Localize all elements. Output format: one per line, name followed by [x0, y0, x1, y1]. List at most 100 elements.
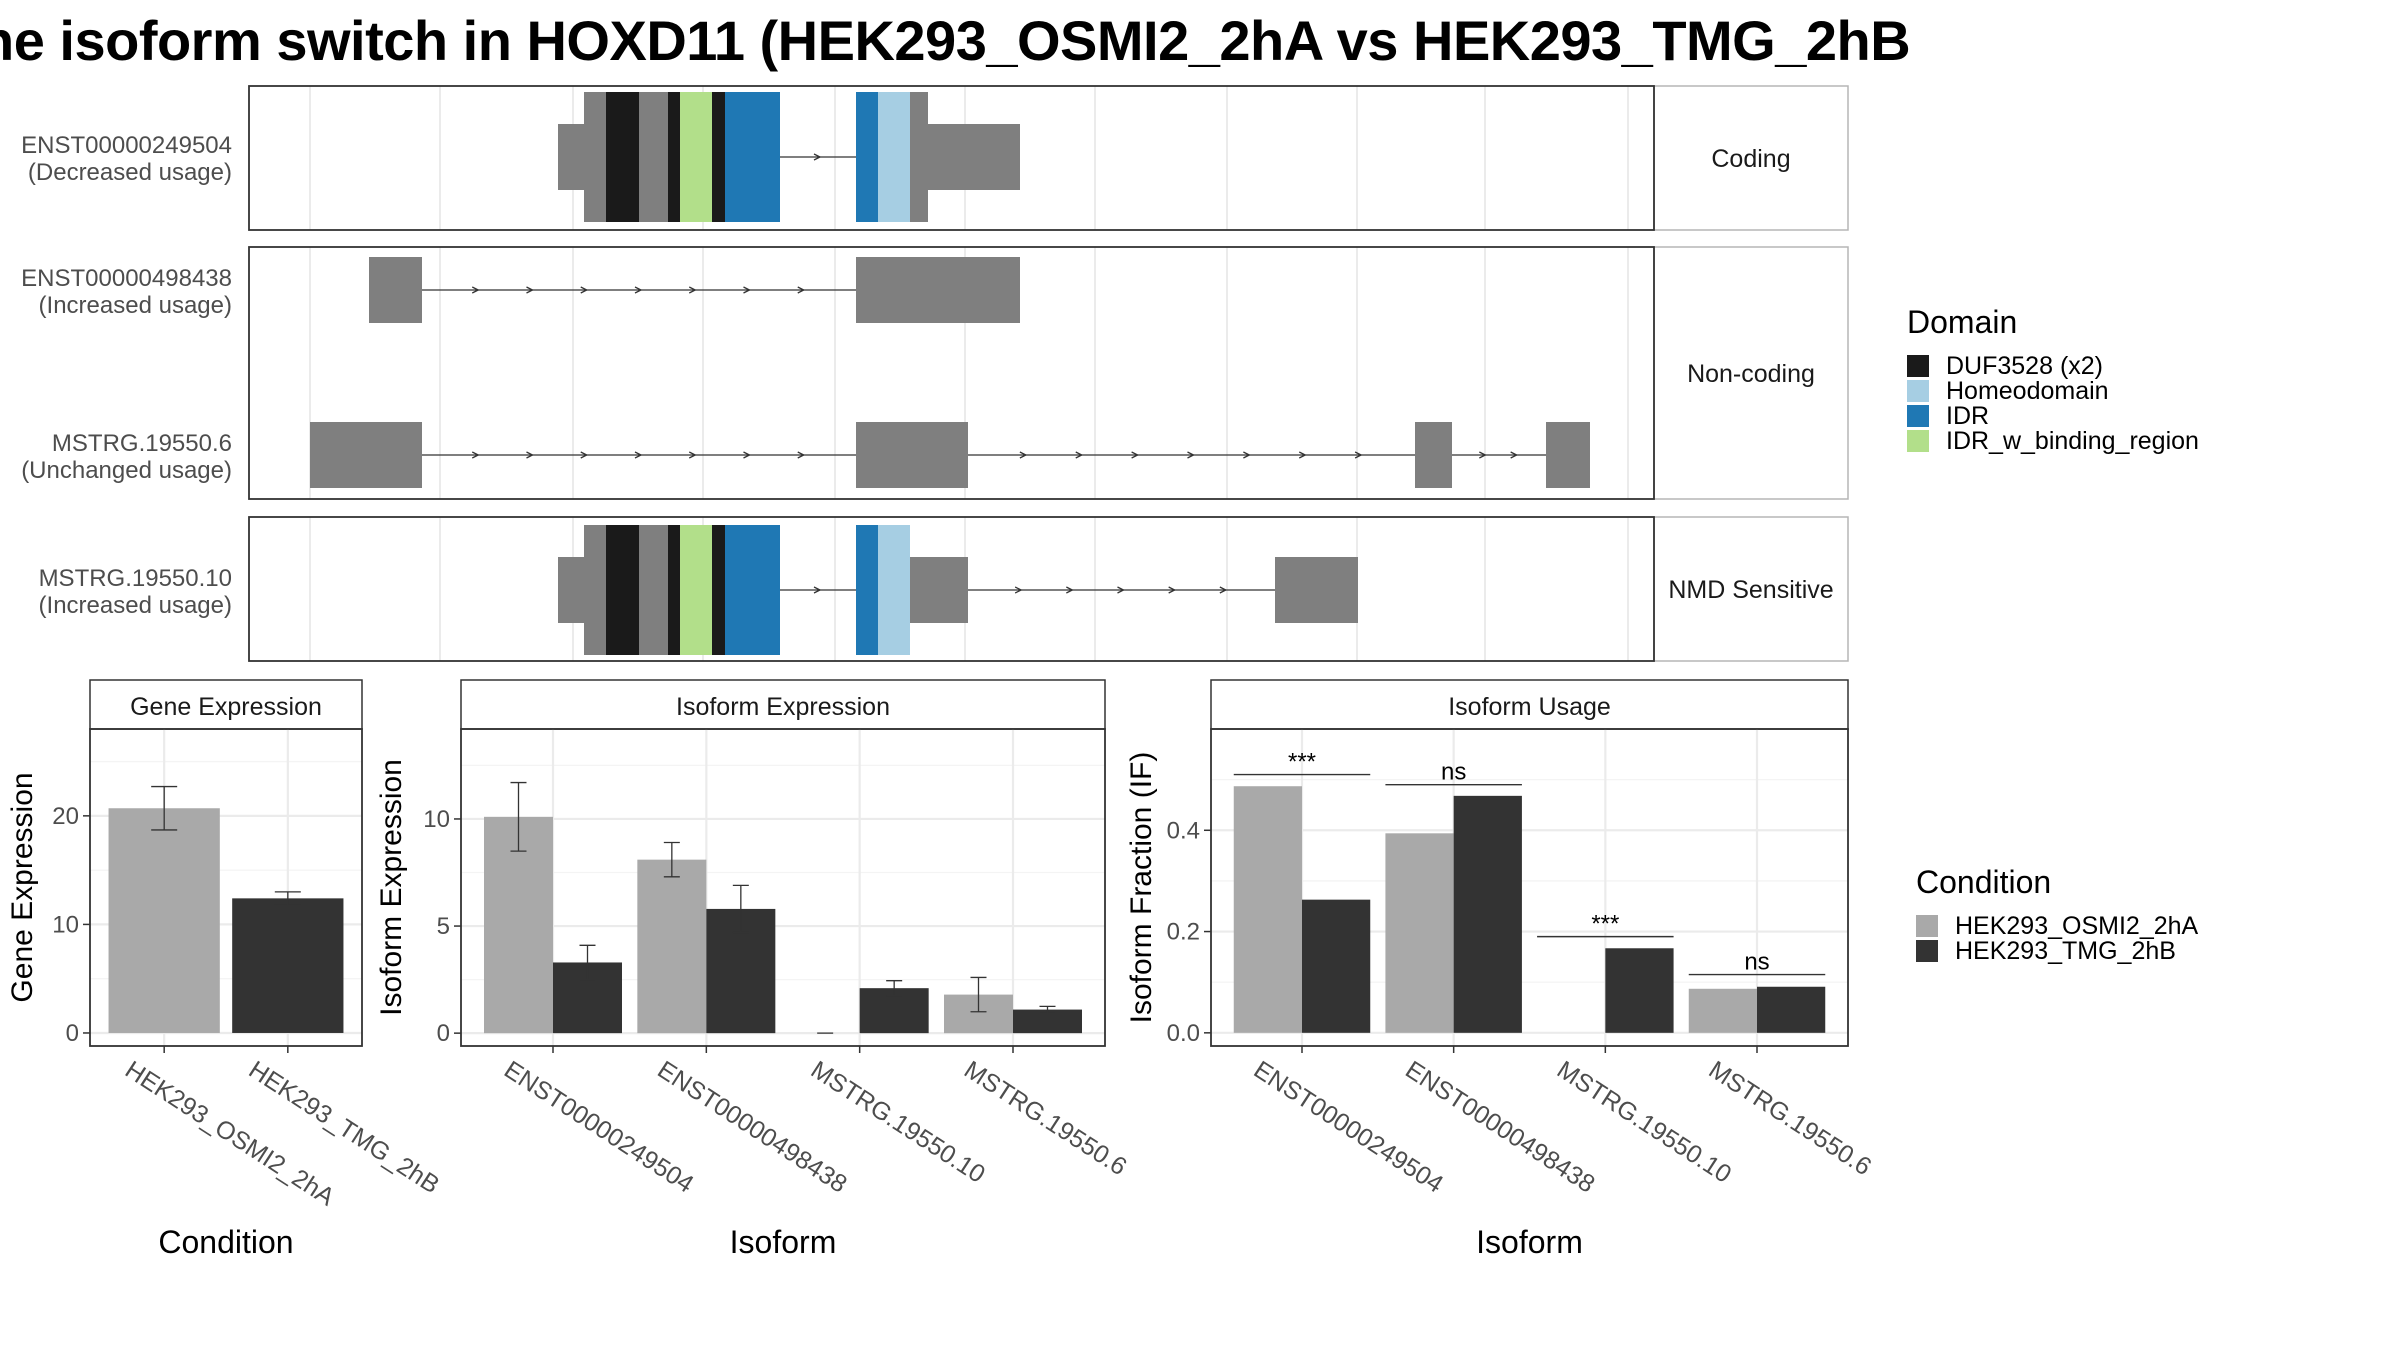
- significance-label: ns: [1441, 759, 1466, 786]
- transcript-row: ENST00000249504(Decreased usage): [21, 92, 1020, 222]
- chart-title: Gene Expression: [130, 693, 322, 721]
- legend-title: Domain: [1907, 304, 2017, 340]
- intron-arrow-icon: [1117, 586, 1125, 594]
- bar: [1233, 786, 1302, 1033]
- legend-label: HEK293_TMG_2hB: [1955, 937, 2176, 965]
- intron-arrow-icon: [743, 451, 751, 459]
- exon: [856, 257, 1020, 323]
- intron-arrow-icon: [1479, 451, 1487, 459]
- exon: [584, 92, 606, 222]
- intron-arrow-icon: [797, 451, 806, 459]
- y-tick-label: 0: [437, 1020, 450, 1047]
- legend-label: IDR_w_binding_region: [1946, 427, 2199, 455]
- facet-strip: [1653, 516, 1849, 662]
- bar: [232, 898, 344, 1033]
- exon: [310, 422, 422, 488]
- transcript-row: MSTRG.19550.10(Increased usage): [39, 525, 1358, 655]
- error-bar: [151, 785, 178, 831]
- facet-strip: [1653, 85, 1849, 231]
- domain-idr-w-binding-region: [680, 92, 712, 222]
- transcript-panel-2: NMD Sensitive MSTRG.19550.10(Increased us…: [39, 516, 1849, 662]
- intron-arrow-icon: [1014, 586, 1023, 594]
- intron-arrow-icon: [813, 153, 822, 161]
- bar: [108, 808, 220, 1033]
- intron-arrow-icon: [471, 286, 480, 294]
- panel-border: [1210, 728, 1849, 1047]
- bar: [1757, 986, 1826, 1033]
- domain-homeodomain: [878, 525, 910, 655]
- legend-swatch: [1907, 430, 1929, 452]
- x-tick-label: HEK293_OSMI2_2hA: [120, 1056, 339, 1212]
- legend-title: Condition: [1916, 864, 2051, 900]
- exon: [910, 92, 928, 222]
- transcript-panel-0: Coding ENST00000249504(Decreased usage): [21, 85, 1849, 231]
- error-bar: [886, 980, 903, 997]
- chart-strip: [1210, 679, 1849, 730]
- intron-arrow-icon: [1131, 451, 1140, 459]
- y-axis-title: Isoform Fraction (IF): [1125, 752, 1158, 1024]
- bar: [1453, 795, 1522, 1033]
- domain-homeodomain: [878, 92, 910, 222]
- transcript-usage: (Decreased usage): [28, 159, 232, 186]
- significance-label: ns: [1744, 949, 1769, 976]
- facet-strip: [1653, 246, 1849, 500]
- y-axis-title: Gene Expression: [6, 772, 39, 1002]
- domain-duf3528-x2-: [606, 92, 639, 222]
- domain-duf3528-x2-: [606, 525, 639, 655]
- domain-duf3528-x2-: [668, 525, 680, 655]
- transcript-panel-1: Non-coding ENST00000498438(Increased usag…: [21, 246, 1849, 500]
- bar: [1013, 1009, 1082, 1034]
- panel-border: [89, 728, 363, 1047]
- error-bar: [732, 884, 749, 934]
- bar-chart-2: Isoform UsageENST00000249504ENST00000498…: [1125, 679, 1876, 1260]
- intron-arrow-icon: [1510, 451, 1519, 459]
- domain-idr: [856, 92, 878, 222]
- domain-legend: Domain DUF3528 (x2)HomeodomainIDRIDR_w_bi…: [1907, 304, 2199, 455]
- significance-label: ***: [1591, 911, 1619, 938]
- exon: [1415, 422, 1452, 488]
- legend-label: IDR: [1946, 402, 1989, 430]
- exon: [558, 557, 584, 623]
- intron-arrow-icon: [1075, 451, 1084, 459]
- figure-title: he isoform switch in HOXD11 (HEK293_OSMI…: [0, 9, 1911, 72]
- bar: [1302, 899, 1371, 1033]
- panel-border: [248, 246, 1655, 500]
- y-tick-label: 10: [52, 911, 79, 938]
- transcript-id: MSTRG.19550.10: [39, 565, 232, 592]
- transcript-id: ENST00000498438: [21, 265, 232, 292]
- error-bar: [1039, 1005, 1056, 1014]
- y-tick-label: 20: [52, 803, 79, 830]
- y-tick-label: 0.0: [1167, 1020, 1200, 1047]
- exon: [910, 557, 968, 623]
- facet-strip-label: NMD Sensitive: [1668, 576, 1833, 604]
- intron-arrow-icon: [797, 286, 806, 294]
- panel-border: [248, 516, 1655, 662]
- domain-idr: [725, 92, 780, 222]
- intron-arrow-icon: [634, 451, 643, 459]
- y-tick-label: 10: [423, 806, 450, 833]
- error-bar: [579, 944, 596, 981]
- intron-arrow-icon: [743, 286, 751, 294]
- intron-arrow-icon: [526, 451, 534, 459]
- bar-chart-1: Isoform ExpressionENST00000249504ENST000…: [375, 679, 1132, 1260]
- chart-strip: [460, 679, 1106, 730]
- significance-label: ***: [1288, 749, 1316, 776]
- exon: [856, 422, 968, 488]
- intron-arrow-icon: [688, 286, 697, 294]
- panel-border: [460, 728, 1106, 1047]
- legend-label: Homeodomain: [1946, 377, 2109, 405]
- intron-arrow-icon: [1219, 586, 1228, 594]
- domain-idr: [725, 525, 780, 655]
- intron-arrow-icon: [813, 586, 822, 594]
- intron-arrow-icon: [1019, 451, 1028, 459]
- y-tick-label: 5: [437, 913, 450, 940]
- bar: [1688, 988, 1757, 1033]
- domain-idr: [856, 525, 878, 655]
- error-bar: [510, 781, 527, 852]
- intron-arrow-icon: [1066, 586, 1074, 594]
- intron-arrow-icon: [1243, 451, 1251, 459]
- y-tick-label: 0: [66, 1020, 79, 1047]
- x-axis-title: Isoform: [1476, 1224, 1583, 1260]
- exon: [584, 525, 606, 655]
- exon: [639, 92, 668, 222]
